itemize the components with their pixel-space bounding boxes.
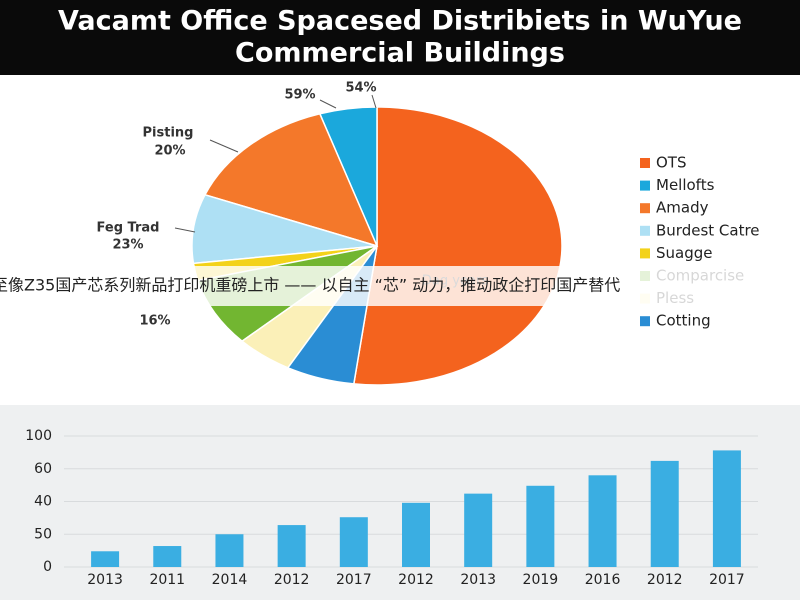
slice-annotation: 16% — [139, 314, 170, 329]
title-bar — [0, 0, 800, 75]
leader-line — [174, 227, 196, 233]
x-tick-label: 2012 — [274, 572, 310, 588]
bar — [464, 493, 493, 567]
bar — [526, 485, 555, 567]
x-tick-label: 2013 — [87, 572, 123, 588]
bar-chart: 0 50 40 60 100 2013 2011 2014 2012 2017 2012 2013 20… — [25, 428, 758, 588]
x-tick-label: 2019 — [523, 572, 559, 588]
legend-marker — [640, 158, 650, 168]
y-tick-label: 60 — [34, 461, 52, 477]
legend-label: Suagge — [656, 244, 713, 262]
legend-label: Amady — [656, 199, 709, 217]
legend-marker — [640, 203, 650, 214]
bar — [402, 502, 430, 567]
y-tick-label: 50 — [34, 526, 52, 542]
legend-label: Burdest Catre — [656, 221, 760, 239]
bar — [712, 450, 741, 567]
bar — [588, 475, 617, 567]
y-tick-label: 0 — [43, 559, 52, 575]
x-tick-label: 2012 — [647, 572, 683, 588]
bar — [277, 525, 306, 567]
x-tick-label: 2017 — [336, 572, 372, 588]
legend-label: Mellofts — [656, 176, 715, 194]
x-tick-label: 2012 — [398, 572, 434, 588]
banner-text: 至像Z35国产芯系列新品打印机重磅上市 —— 以自主 “芯” 动力，推动政企打印… — [0, 276, 620, 295]
legend-marker — [640, 225, 650, 236]
legend-label: OTS — [656, 154, 687, 172]
x-tick-label: 2016 — [585, 572, 621, 588]
legend-marker — [640, 316, 650, 327]
bar — [215, 534, 244, 567]
slice-annotation: Feg Trad — [97, 221, 160, 236]
slice-annotation: Pisting — [143, 126, 194, 141]
x-tick-label: 2014 — [212, 572, 248, 588]
slice-annotation: 23% — [112, 238, 143, 253]
leader-line — [319, 99, 337, 109]
bar-panel — [0, 405, 800, 600]
bar — [153, 546, 182, 567]
x-tick-label: 2011 — [149, 572, 185, 588]
pie-slice — [191, 193, 378, 265]
slice-annotation: 59% — [284, 88, 315, 103]
leader-line — [371, 94, 377, 109]
slice-annotation: 20% — [154, 144, 185, 159]
slice-annotation: 54% — [345, 81, 376, 96]
x-tick-label: 2017 — [709, 572, 745, 588]
leader-line — [209, 139, 239, 153]
bar — [650, 460, 679, 567]
pie-slice — [203, 112, 379, 248]
chart-title: Vacamt Office Spacesed Distribiets in Wu… — [58, 6, 742, 37]
bar — [91, 551, 120, 567]
legend-label: Cotting — [656, 312, 711, 330]
y-tick-label: 100 — [25, 428, 52, 444]
banner-band — [0, 266, 800, 306]
legend-marker — [640, 180, 650, 191]
pie-slice — [352, 106, 563, 386]
chart-title: Commercial Buildings — [235, 38, 565, 69]
bar — [339, 517, 368, 567]
y-tick-label: 40 — [34, 494, 52, 510]
legend-marker — [640, 248, 650, 259]
x-tick-label: 2013 — [460, 572, 496, 588]
